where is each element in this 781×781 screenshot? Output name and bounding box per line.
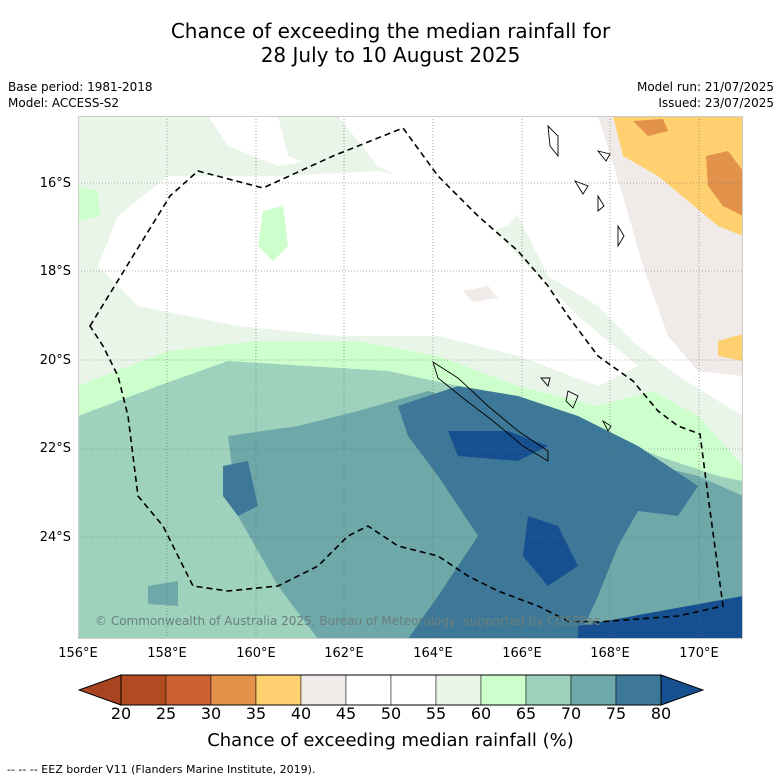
lat-label-20s: 20°S [39, 353, 71, 368]
colorbar-segment [255, 674, 302, 706]
zone-35-40-small [718, 334, 743, 361]
lon-label-166e: 166°E [502, 646, 542, 661]
rainfall-map [78, 116, 743, 639]
issued-date: Issued: 23/07/2025 [658, 96, 774, 110]
lat-label-16s: 16°S [39, 176, 71, 191]
zone-35-40-east [613, 116, 743, 236]
colorbar-tick-label: 75 [605, 704, 627, 723]
zone-70-75-sw [148, 581, 178, 606]
zone-60-65-west [78, 186, 100, 221]
colorbar-segment [165, 674, 212, 706]
eez-footnote: -- -- -- EEZ border V11 (Flanders Marine… [7, 763, 316, 776]
zone-30-35-b [633, 119, 668, 136]
map-title-line1: Chance of exceeding the median rainfall … [170, 19, 611, 43]
zone-60-65-north [258, 206, 288, 261]
base-period: Base period: 1981-2018 [8, 80, 153, 94]
lon-label-156e: 156°E [58, 646, 98, 661]
lon-label-158e: 158°E [147, 646, 187, 661]
colorbar-tick-label: 25 [155, 704, 177, 723]
zone-80-plus [448, 431, 548, 461]
loyalty-islands [540, 377, 612, 432]
lon-label-164e: 164°E [413, 646, 453, 661]
colorbar-segment [345, 674, 392, 706]
colorbar-tick-label: 45 [335, 704, 357, 723]
gridlines [78, 116, 743, 639]
lat-label-18s: 18°S [39, 264, 71, 279]
zone-80-plus-south [523, 516, 578, 586]
lon-label-160e: 160°E [236, 646, 276, 661]
colorbar-tick-label: 55 [425, 704, 447, 723]
colorbar-segment [210, 674, 257, 706]
colorbar-tick-label: 70 [560, 704, 582, 723]
vanuatu-islands [547, 124, 625, 248]
colorbar-segment [615, 674, 662, 706]
model-name: Model: ACCESS-S2 [8, 96, 120, 110]
colorbar-tick-label: 35 [245, 704, 267, 723]
colorbar-segment [435, 674, 482, 706]
lat-label-24s: 24°S [39, 530, 71, 545]
colorbar-label: Chance of exceeding median rainfall (%) [207, 730, 574, 751]
zone-30-35-a [706, 151, 743, 216]
new-caledonia-island [432, 360, 549, 462]
zone-50-55-center [98, 171, 638, 386]
map-title-line2: 28 July to 10 August 2025 [260, 43, 521, 67]
colorbar-tick-label: 65 [515, 704, 537, 723]
colorbar-segment [570, 674, 617, 706]
colorbar-segment [480, 674, 527, 706]
colorbar-tick-label: 50 [380, 704, 402, 723]
zone-80-plus-se [578, 596, 743, 639]
colorbar-segment [390, 674, 437, 706]
lat-label-22s: 22°S [39, 441, 71, 456]
lon-label-162e: 162°E [324, 646, 364, 661]
eez-border [89, 127, 724, 623]
colorbar-tick-label: 20 [110, 704, 132, 723]
copyright-notice: © Commonwealth of Australia 2025, Bureau… [95, 614, 601, 628]
lon-label-170e: 170°E [679, 646, 719, 661]
colorbar-extend-high [661, 675, 703, 705]
colorbar-tick-label: 30 [200, 704, 222, 723]
meta-left: Base period: 1981-2018 Model: ACCESS-S2 [8, 79, 153, 111]
zone-75-80-west [223, 461, 258, 516]
colorbar-extend-low [79, 675, 121, 705]
zone-40-45-small [463, 286, 498, 302]
colorbar-segment [525, 674, 572, 706]
zone-50-55-north [338, 116, 548, 236]
colorbar-tick-label: 80 [650, 704, 672, 723]
meta-right: Model run: 21/07/2025 Issued: 23/07/2025 [637, 79, 774, 111]
lon-label-168e: 168°E [590, 646, 630, 661]
colorbar-tick-label: 40 [290, 704, 312, 723]
model-run: Model run: 21/07/2025 [636, 80, 774, 94]
colorbar [78, 674, 704, 706]
colorbar-segment [300, 674, 347, 706]
colorbar-segment [120, 674, 167, 706]
colorbar-tick-label: 60 [470, 704, 492, 723]
